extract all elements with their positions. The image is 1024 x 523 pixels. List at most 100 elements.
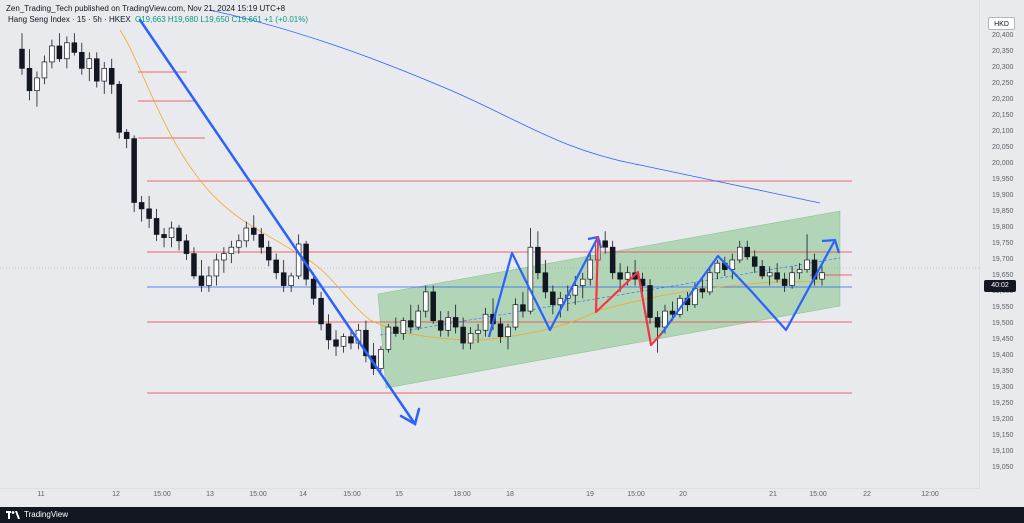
candle-body xyxy=(737,246,743,261)
price-tick: 20,150 xyxy=(992,112,1014,120)
candle-body xyxy=(161,234,167,238)
candle-body xyxy=(393,326,399,334)
candle-body xyxy=(176,227,182,242)
time-tick: 15 xyxy=(395,491,403,498)
candle-body xyxy=(437,320,444,331)
candle-body xyxy=(714,262,721,274)
downtrend-arrowhead xyxy=(399,407,421,426)
price-tick: 19,800 xyxy=(992,224,1014,232)
candle-body xyxy=(482,313,489,331)
price-tick: 19,100 xyxy=(992,447,1014,455)
candle-body xyxy=(123,131,130,139)
candle-body xyxy=(520,304,526,312)
candle-body xyxy=(116,83,122,133)
candle-body xyxy=(64,42,70,60)
price-tick: 20,300 xyxy=(992,64,1014,72)
candle-body xyxy=(774,272,780,280)
currency-badge[interactable]: HKD xyxy=(988,17,1015,30)
price-tick: 19,500 xyxy=(992,319,1014,327)
candle-body xyxy=(56,45,63,60)
candle-body xyxy=(707,272,713,293)
candle-body xyxy=(273,259,279,274)
candle-body xyxy=(408,320,414,328)
price-tick: 19,550 xyxy=(992,303,1014,311)
candle-body xyxy=(108,67,115,85)
price-tick: 20,250 xyxy=(992,80,1014,88)
candle-body xyxy=(49,45,55,63)
time-tick: 22 xyxy=(863,491,871,498)
price-axis[interactable]: 20,400 20,350 20,300 20,250 20,200 20,150 20,1… xyxy=(980,0,1024,489)
price-tick: 19,250 xyxy=(992,399,1014,407)
candle-body xyxy=(789,272,795,286)
candle-body xyxy=(609,246,616,274)
candle-body xyxy=(647,285,653,318)
price-tick: 19,700 xyxy=(992,255,1014,263)
candle-body xyxy=(542,272,549,293)
candle-body xyxy=(206,275,212,286)
correction-wave xyxy=(594,236,663,347)
candle-body xyxy=(236,240,242,248)
candle-body xyxy=(348,336,354,344)
candle-body xyxy=(265,246,272,261)
candle-body xyxy=(430,291,436,322)
time-tick: 12 xyxy=(112,491,120,498)
candle-body xyxy=(288,275,294,286)
price-tick: 19,300 xyxy=(992,383,1014,391)
time-tick: 20 xyxy=(679,491,687,498)
candle-body xyxy=(385,326,392,350)
price-tick: 19,650 xyxy=(992,271,1014,279)
price-tick: 20,400 xyxy=(992,32,1014,40)
candle-body xyxy=(527,246,534,312)
candle-body xyxy=(796,269,803,274)
candle-body xyxy=(340,336,347,347)
candle-body xyxy=(415,310,422,328)
candle-body xyxy=(280,272,287,286)
time-tick: 15:00 xyxy=(809,491,827,498)
candle-body xyxy=(759,266,765,277)
symbol-name[interactable]: Hang Seng Index · 15 · 5h · HKEX xyxy=(8,15,131,24)
price-tick: 19,050 xyxy=(992,463,1014,471)
candle-body xyxy=(101,67,107,82)
candle-body xyxy=(318,297,324,325)
candle-body xyxy=(26,67,33,92)
candle-body xyxy=(602,240,608,248)
current-price-label: 40:02 xyxy=(984,280,1016,292)
candle-body xyxy=(79,52,85,69)
time-tick: 18 xyxy=(506,491,514,498)
price-tick: 19,750 xyxy=(992,240,1014,247)
candle-body xyxy=(258,234,265,248)
candle-body xyxy=(325,323,332,341)
candle-body xyxy=(86,58,93,69)
candle-body xyxy=(168,227,175,238)
candle-body xyxy=(221,253,227,261)
candle-body xyxy=(183,240,190,254)
candle-body xyxy=(213,259,220,277)
time-axis[interactable]: 11 12 15:00 13 15:00 14 15:00 15 18:00 18 19 15:00 2… xyxy=(0,489,980,507)
chart-header: Zen_Trading_Tech published on TradingVie… xyxy=(0,0,980,28)
candle-body xyxy=(699,288,706,293)
chart-canvas[interactable] xyxy=(0,0,980,489)
time-tick: 15:00 xyxy=(153,491,171,498)
zigzag-wave-2 xyxy=(661,239,836,334)
candle-body xyxy=(654,317,661,328)
candle-body xyxy=(467,333,474,344)
tradingview-logo-icon xyxy=(6,511,20,519)
candle-body xyxy=(138,202,145,210)
candle-body xyxy=(333,339,339,347)
time-tick: 11 xyxy=(37,491,45,498)
time-tick: 13 xyxy=(206,491,214,498)
price-tick: 19,200 xyxy=(992,415,1014,423)
price-tick: 20,000 xyxy=(992,160,1014,168)
candle-body xyxy=(34,77,40,92)
time-tick: 15:00 xyxy=(627,491,645,498)
candle-body xyxy=(617,272,623,280)
candle-body xyxy=(310,278,317,299)
zigzag-wave-2-head xyxy=(821,238,841,254)
candle-body xyxy=(19,48,25,69)
price-tick: 19,150 xyxy=(992,431,1014,439)
symbol-line: Hang Seng Index · 15 · 5h · HKEX O19,663… xyxy=(8,15,308,24)
candle-body xyxy=(243,227,250,242)
time-tick: 14 xyxy=(299,491,307,498)
time-tick: 12:00 xyxy=(921,491,939,498)
